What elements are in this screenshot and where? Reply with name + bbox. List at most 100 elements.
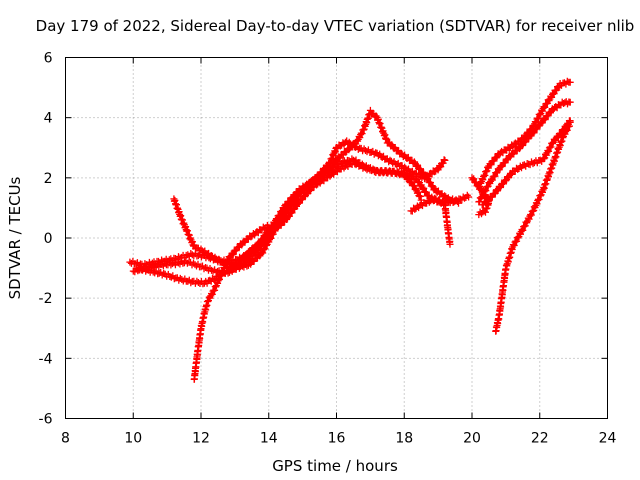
data-point [336,154,344,162]
x-tick-label: 22 [531,431,549,447]
data-point [492,154,500,162]
data-point [209,287,217,295]
data-points [126,77,574,383]
data-point [175,253,182,261]
data-point [521,222,529,230]
data-point [371,168,378,176]
data-point [267,234,275,242]
data-point [194,279,202,286]
data-point [465,193,473,201]
data-point [420,184,428,192]
data-point [167,273,175,281]
series-arc-i [492,118,574,335]
data-point [566,122,573,130]
x-tick-label: 20 [463,431,481,447]
data-point [479,187,487,195]
data-point [476,194,484,202]
x-axis-label: GPS time / hours [272,457,398,475]
data-point [526,212,534,220]
data-point [533,115,541,123]
data-point [183,259,191,267]
series-arc-k [468,174,493,219]
data-point [527,211,535,219]
data-point [440,156,448,164]
data-point [522,132,530,140]
data-point [307,187,315,194]
data-point [283,209,290,217]
y-tick-label: 0 [44,231,53,247]
data-point [415,192,423,200]
data-point [149,268,157,276]
data-point [541,116,549,124]
data-point [358,130,366,138]
data-point [183,227,191,235]
data-point [510,242,518,249]
y-tick-label: -6 [39,412,53,428]
data-point [475,211,483,219]
data-point [535,196,543,203]
data-point [547,143,555,151]
data-point [533,200,541,208]
data-point [416,192,424,200]
data-point [261,245,269,253]
data-point [525,215,533,223]
data-point [188,251,196,259]
data-point [511,238,519,246]
data-point [326,172,334,180]
data-point [395,169,403,177]
data-point [158,271,166,279]
data-point [292,196,300,204]
data-point [480,173,487,180]
x-tick-label: 8 [61,431,70,447]
data-point [168,260,176,268]
x-tick-label: 14 [260,431,278,447]
data-point [325,159,333,167]
series-arc-e [190,221,273,383]
data-point [534,197,542,204]
data-point [545,147,553,155]
data-point [566,98,574,106]
data-point [200,265,208,273]
data-point [446,240,454,248]
data-point [260,246,267,254]
y-tick-label: -4 [39,351,53,367]
data-point [126,258,134,266]
chart-title: Day 179 of 2022, Sidereal Day-to-day VTE… [36,17,635,35]
data-point [566,118,574,126]
data-point [414,188,422,196]
data-point [534,114,542,122]
x-tick-label: 16 [328,431,346,447]
data-point [441,156,449,164]
x-tick-label: 24 [599,431,617,447]
data-point [268,231,276,239]
y-tick-label: 6 [44,51,53,67]
y-tick-label: -2 [39,291,53,307]
data-point [378,168,386,176]
data-point [208,290,216,298]
data-point [170,275,178,283]
data-point [541,103,549,111]
data-point [532,118,540,126]
grid-lines [65,57,608,419]
series-arc-d [170,137,449,273]
data-point [356,134,364,142]
data-point [326,159,334,167]
data-point [536,111,544,119]
y-tick-label: 2 [44,171,53,187]
data-point [414,161,421,169]
data-point [259,249,267,257]
data-point [513,237,521,245]
data-point [488,176,496,184]
data-point [487,161,495,169]
data-point [269,230,277,238]
y-tick-label: 4 [44,111,53,127]
data-point [481,172,489,179]
data-point [497,184,504,191]
data-point [519,226,527,234]
data-point [546,109,554,117]
x-tick-label: 10 [124,431,142,447]
data-point [357,131,365,139]
data-point [276,220,284,228]
